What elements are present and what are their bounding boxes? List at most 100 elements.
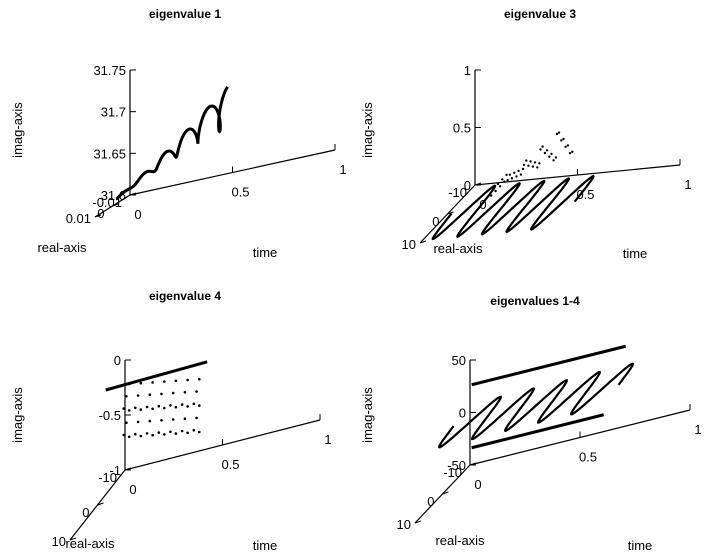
- z-tick-label: -1: [109, 463, 121, 478]
- z-tick-label: 0.5: [453, 121, 471, 136]
- data-point: [145, 432, 149, 435]
- time-axis-label: time: [253, 538, 278, 553]
- data-point: [174, 432, 178, 435]
- chart-title: eigenvalues 1-4: [490, 294, 580, 308]
- real-tick: [442, 491, 449, 495]
- data-point: [134, 432, 137, 436]
- real-tick: [94, 214, 102, 218]
- data-point: [186, 378, 189, 382]
- data-point: [521, 167, 525, 171]
- data-point: [496, 182, 500, 186]
- data-point: [163, 406, 166, 410]
- time-tick-label: 0.5: [576, 187, 594, 202]
- real-tick-label: -10: [448, 185, 467, 200]
- data-point: [127, 382, 131, 386]
- data-point: [513, 171, 516, 174]
- z-axis-label: imag-axis: [10, 387, 25, 443]
- real-axis-label: real-axis: [435, 533, 485, 548]
- data-point: [186, 405, 189, 408]
- data-point: [136, 420, 140, 424]
- real-tick: [129, 192, 137, 196]
- real-axis-label: real-axis: [65, 536, 115, 551]
- data-point: [122, 407, 125, 410]
- real-tick-label: 0: [432, 214, 439, 229]
- data-point: [571, 150, 574, 153]
- data-point: [564, 145, 567, 148]
- data-point: [148, 393, 152, 397]
- data-point: [531, 165, 535, 168]
- series-eigenvalue-4: [105, 360, 208, 392]
- series-eigenvalue-1: [115, 86, 229, 200]
- real-tick: [474, 182, 482, 186]
- time-axis-label: time: [623, 246, 648, 261]
- chart-title: eigenvalue 4: [149, 289, 221, 303]
- data-point: [134, 406, 137, 410]
- z-tick-label: 0: [459, 406, 466, 421]
- real-tick: [112, 203, 119, 207]
- data-point: [198, 377, 201, 381]
- data-point: [536, 166, 539, 169]
- real-tick: [419, 240, 427, 244]
- real-tick-label: -10: [98, 470, 117, 485]
- data-point: [557, 131, 561, 134]
- data-point: [510, 177, 514, 180]
- data-point: [139, 408, 143, 411]
- data-point: [515, 175, 518, 178]
- chart-title: eigenvalue 1: [149, 7, 221, 21]
- data-point: [568, 152, 572, 155]
- data-point: [505, 173, 508, 176]
- time-tick-label: 0.5: [579, 450, 597, 465]
- real-tick: [69, 537, 77, 541]
- z-tick-label: -50: [447, 458, 466, 473]
- real-tick: [469, 462, 477, 466]
- data-point: [527, 164, 530, 167]
- data-point: [183, 417, 187, 421]
- data-point: [517, 169, 520, 173]
- data-point: [171, 418, 175, 421]
- data-point: [163, 433, 166, 436]
- time-tick-label: 1: [694, 422, 701, 437]
- data-point: [125, 395, 128, 398]
- real-tick-label: 0: [97, 206, 104, 221]
- data-point: [192, 402, 196, 406]
- data-point: [186, 431, 189, 435]
- z-tick-label: 1: [464, 63, 471, 78]
- data-point: [174, 379, 178, 383]
- z-tick-label: 31.6: [101, 188, 126, 203]
- data-point: [566, 144, 570, 147]
- real-tick: [447, 211, 454, 215]
- z-tick-label: 31.75: [93, 63, 126, 78]
- data-point: [548, 155, 551, 158]
- data-point: [148, 419, 152, 423]
- data-point: [492, 187, 495, 190]
- data-point: [554, 156, 558, 159]
- data-point: [543, 151, 547, 155]
- data-point: [539, 148, 542, 151]
- data-point: [494, 189, 497, 193]
- real-axis-label: real-axis: [37, 240, 87, 255]
- data-point: [506, 179, 509, 182]
- real-tick: [414, 520, 422, 524]
- data-point: [508, 173, 512, 176]
- time-tick-label: 1: [684, 177, 691, 192]
- data-point: [562, 137, 565, 141]
- panel-4: eigenvalues 1-4 50 0 -50 10 0 -10 0 0.5 1 imag-axi…: [360, 294, 702, 553]
- data-point: [198, 404, 201, 407]
- data-point: [183, 391, 187, 394]
- data-point: [490, 194, 493, 197]
- data-point: [127, 435, 131, 439]
- data-point: [498, 185, 502, 188]
- data-point: [519, 173, 523, 176]
- data-point: [171, 391, 175, 395]
- time-axis-label: time: [253, 245, 278, 260]
- data-point: [550, 152, 553, 156]
- data-point: [552, 159, 555, 162]
- data-point: [151, 407, 154, 411]
- data-point: [157, 431, 161, 434]
- data-point: [125, 421, 128, 425]
- data-point: [139, 381, 143, 385]
- z-tick-label: 50: [452, 353, 466, 368]
- time-tick-label: 0: [129, 482, 136, 497]
